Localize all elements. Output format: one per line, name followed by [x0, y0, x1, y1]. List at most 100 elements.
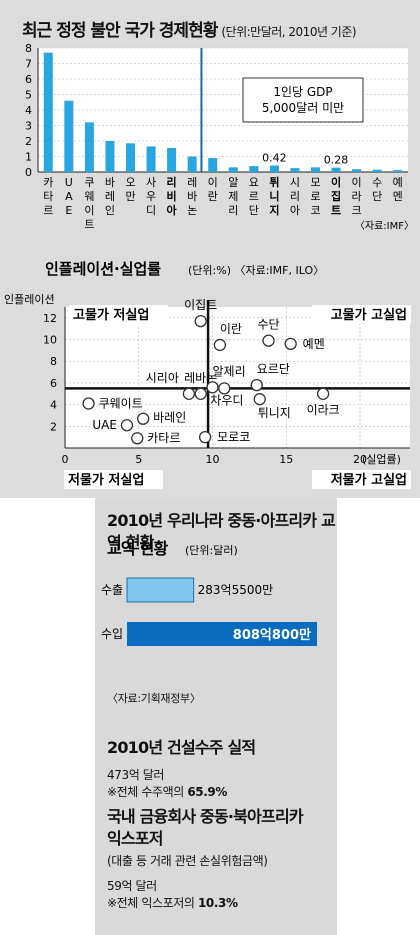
- exposure-note: (대출 등 거래 관련 손실위험금액): [107, 854, 268, 868]
- y-tick-label: 10: [43, 334, 57, 347]
- bar-리비아: [167, 147, 177, 172]
- inflation-chart-panel: 인플레이션·실업률 (단위:%) 〈자료:IMF, ILO〉 인플레이션 2 4 6 8 10…: [0, 252, 420, 498]
- quadrant-label-bg: [312, 305, 411, 324]
- bar-모로코: [311, 167, 320, 172]
- point-튀니지: [253, 393, 266, 406]
- exposure-title-line1: 국내 금융회사 중동·북아프리카: [107, 807, 304, 826]
- point-수단: [262, 334, 275, 347]
- gdp-bar-chart: 0 1 2 3 4 5 6 7 8 카 타 르 U A E 쿠 웨 이 트 바 레 인 오 만 사 우 디 리 비 아 레 바 논 이 란 알 제 리 요 르…: [25, 42, 414, 232]
- bar-튀니지: [269, 165, 279, 172]
- y-tick-label: 0: [25, 166, 32, 179]
- y-tick-label: 12: [43, 312, 57, 325]
- point-요르단: [250, 378, 263, 392]
- bar-시리아: [290, 168, 300, 172]
- bar-수단: [372, 169, 382, 172]
- point-label-시리아: 시리아: [146, 371, 179, 385]
- construction-block: 2010년 건설수주 실적 473억 달러 ※전체 수주액의 65.9%: [107, 734, 256, 800]
- y-tick-label: 2: [25, 135, 32, 148]
- trade-bar-수출: [126, 577, 195, 603]
- quadrant-label-bg: [69, 305, 168, 324]
- point-차우디: [218, 382, 231, 395]
- y-tick-label: 8: [50, 355, 57, 368]
- y-axis-label: 인플레이션: [4, 293, 55, 306]
- bar-이집트: [331, 167, 341, 172]
- point-label-UAE: UAE: [92, 418, 117, 432]
- x-tick-label: 15: [279, 453, 293, 466]
- point-쿠웨이트: [82, 397, 95, 410]
- trade-source: 〈자료:기획재정부〉: [107, 692, 201, 705]
- data-label-튀니지: 0.42: [262, 151, 287, 164]
- exposure-block: 국내 금융회사 중동·북아프리카 익스포저: [107, 806, 304, 850]
- scatter-subtitle: (단위:%) 〈자료:IMF, ILO〉: [188, 264, 324, 277]
- quadrant-label-bg: [312, 470, 411, 489]
- bar-이란: [208, 158, 218, 172]
- y-tick-label: 7: [25, 58, 32, 71]
- point-label-알제리: 알제리: [213, 364, 246, 378]
- trade-value-수입: 808억800만: [233, 627, 311, 643]
- bar-사우디: [146, 146, 156, 172]
- exposure-share: ※전체 익스포저의 10.3%: [107, 896, 238, 910]
- bar-UAE: [64, 100, 74, 172]
- point-label-수단: 수단: [258, 318, 280, 332]
- trade-value-수출: 283억5500만: [198, 583, 274, 597]
- source-label: 〈자료:IMF〉: [355, 220, 414, 232]
- point-label-레바논: 레바논: [184, 371, 217, 385]
- point-label-예멘: 예멘: [303, 337, 325, 351]
- point-UAE: [120, 419, 134, 432]
- y-tick-label: 3: [25, 120, 32, 133]
- point-label-이라크: 이라크: [307, 403, 340, 417]
- construction-share: ※전체 수주액의 65.9%: [107, 785, 227, 799]
- scatter-title: 인플레이션·실업률: [45, 260, 161, 278]
- point-label-바레인: 바레인: [153, 411, 186, 425]
- bar-카타르: [43, 52, 53, 172]
- x-axis-label: (실업률): [362, 453, 401, 466]
- y-tick-label: 2: [50, 420, 57, 433]
- point-예멘: [284, 337, 297, 351]
- point-이집트: [194, 314, 207, 328]
- exposure-amount: 59억 달러: [107, 879, 157, 893]
- bar-오만: [126, 143, 135, 172]
- quadrant-label: 고물가 고실업: [331, 307, 407, 323]
- point-모로코: [198, 431, 212, 444]
- point-label-모로코: 모로코: [217, 430, 250, 444]
- annotation-line: 1인당 GDP: [273, 85, 332, 99]
- point-label-쿠웨이트: 쿠웨이트: [99, 397, 143, 411]
- x-tick-label: 5: [135, 453, 142, 466]
- trade-category-수입: 수입: [101, 627, 123, 641]
- y-tick-label: 6: [50, 377, 57, 390]
- exposure-title-line2: 익스포저: [107, 829, 163, 848]
- point-label-카타르: 카타르: [147, 431, 180, 445]
- point-label-튀니지: 튀니지: [258, 406, 291, 420]
- gdp-chart-panel: 최근 정정 불안 국가 경제현황 (단위:만달러, 2010년 기준) 0 1 2 3 4…: [0, 0, 420, 252]
- quadrant-label: 저물가 저실업: [68, 472, 144, 488]
- quadrant-label-bg: [64, 470, 163, 489]
- y-tick-label: 4: [50, 399, 57, 412]
- x-tick-label: 20: [353, 453, 367, 466]
- trade-title: 2010년 우리나라 중동·아프리카 교역 현황: [107, 511, 336, 552]
- inflation-scatter-chart: 인플레이션·실업률 (단위:%) 〈자료:IMF, ILO〉 인플레이션 2 4 6 8 10…: [4, 260, 411, 489]
- bar-레바논: [187, 156, 197, 172]
- trade-subtitle: (단위:달러): [185, 544, 238, 557]
- construction-title: 2010년 건설수주 실적: [107, 738, 256, 757]
- y-tick-label: 1: [25, 151, 32, 164]
- point-레바논: [194, 387, 207, 400]
- annotation-line: 5,000달러 미만: [262, 101, 344, 115]
- construction-amount: 473억 달러: [107, 768, 165, 782]
- quadrant-label: 고물가 저실업: [73, 307, 149, 323]
- gdp-chart-subtitle: (단위:만달러, 2010년 기준): [221, 25, 357, 39]
- exposure-details: (대출 등 거래 관련 손실위험금액) 59억 달러 ※전체 익스포저의 10.…: [107, 852, 268, 911]
- data-label-이집트: 0.28: [324, 154, 349, 167]
- construction-exposure-panel: 2010년 건설수주 실적 473억 달러 ※전체 수주액의 65.9% 국내 …: [95, 714, 337, 935]
- point-label-이란: 이란: [220, 322, 242, 336]
